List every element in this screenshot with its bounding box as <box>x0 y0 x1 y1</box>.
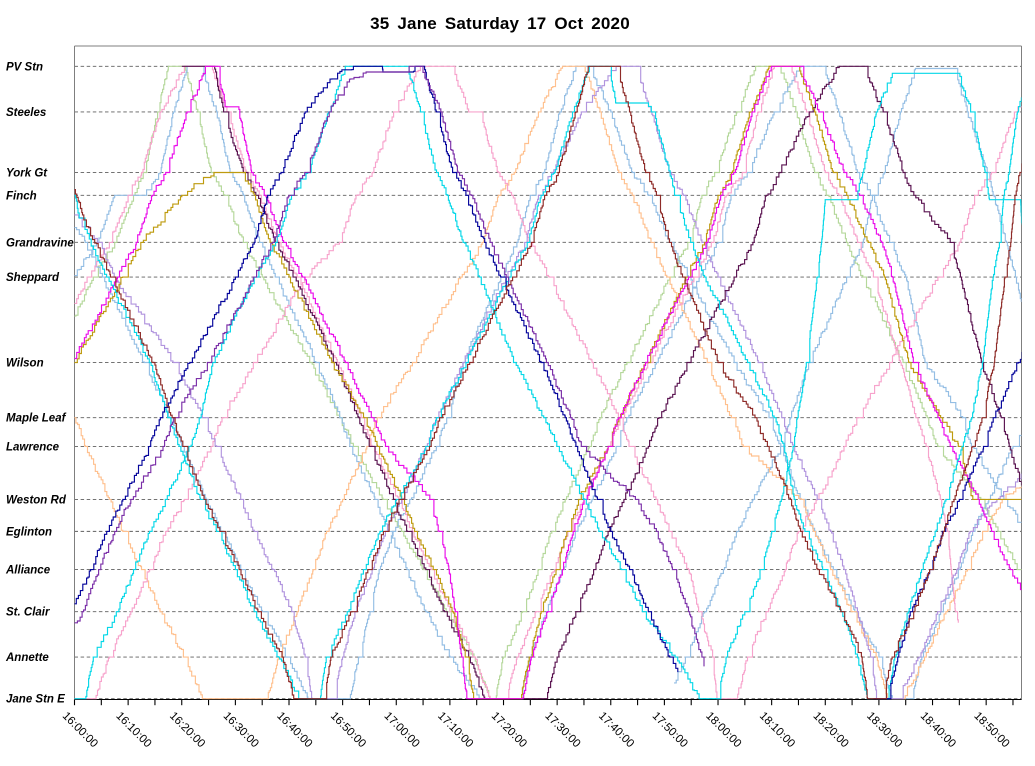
station-label: Jane Stn E <box>6 694 65 706</box>
station-label: Maple Leaf <box>6 413 67 425</box>
x-tick-label-group: 18:50:00 <box>971 710 1011 750</box>
x-tick-label-group: 17:50:00 <box>650 710 690 750</box>
station-label: Finch <box>6 190 37 202</box>
x-tick-label-group: 16:40:00 <box>274 710 314 750</box>
x-tick-label: 17:30:00 <box>542 710 582 750</box>
station-label: Grandravine <box>6 237 74 249</box>
series-bus-skyblue-1 <box>74 65 1022 700</box>
x-tick-label: 18:20:00 <box>810 710 850 750</box>
series-bus-cyan-2 <box>74 65 1022 700</box>
station-label: St. Clair <box>6 607 50 619</box>
station-label: Eglinton <box>6 526 52 538</box>
series-bus-skyblue-2 <box>74 65 1022 700</box>
x-tick-label-group: 16:20:00 <box>167 710 207 750</box>
x-tick-label-group: 18:30:00 <box>864 710 904 750</box>
series-bus-purple <box>74 65 705 667</box>
x-tick-label-group: 17:20:00 <box>489 710 529 750</box>
x-tick-label-group: 18:10:00 <box>757 710 797 750</box>
x-tick-label: 17:50:00 <box>650 710 690 750</box>
x-tick-label-group: 17:10:00 <box>435 710 475 750</box>
x-tick-label-group: 18:40:00 <box>918 710 958 750</box>
series-bus-cyan-1 <box>74 65 1022 700</box>
series-bus-pink-2 <box>74 65 959 700</box>
x-tick-label-group: 18:00:00 <box>703 710 743 750</box>
x-tick-label: 17:00:00 <box>381 710 421 750</box>
series-bus-peach <box>74 65 1022 700</box>
x-tick-label-group: 17:40:00 <box>596 710 636 750</box>
x-tick-label-group: 16:50:00 <box>328 710 368 750</box>
x-tick-label: 16:30:00 <box>221 710 261 750</box>
x-tick-label: 18:50:00 <box>971 710 1011 750</box>
station-label: Steeles <box>6 107 46 119</box>
series-group <box>74 65 1022 700</box>
series-bus-darkpurple <box>181 65 1022 700</box>
x-tick-label-group: 17:30:00 <box>542 710 582 750</box>
station-label: York Gt <box>6 167 48 179</box>
series-bus-skyblue-3 <box>674 67 1022 684</box>
station-label: Lawrence <box>6 441 60 453</box>
x-tick-label-group: 16:10:00 <box>113 710 153 750</box>
series-bus-magenta <box>74 65 1022 700</box>
station-label: Wilson <box>6 358 44 370</box>
series-bus-navy-2 <box>873 352 1022 700</box>
station-label: Annette <box>5 652 49 664</box>
x-tick-label: 17:40:00 <box>596 710 636 750</box>
chart-title: 35 Jane Saturday 17 Oct 2020 <box>370 14 630 33</box>
x-tick-label-group: 16:00:00 <box>60 710 100 750</box>
series-bus-olive <box>74 65 1022 700</box>
series-bus-palegreen <box>74 65 1022 700</box>
x-tick-label: 18:30:00 <box>864 710 904 750</box>
x-tick-label-group: 17:00:00 <box>381 710 421 750</box>
station-label: Weston Rd <box>6 494 67 506</box>
x-tick-label: 16:10:00 <box>113 710 153 750</box>
x-tick-label-group: 18:20:00 <box>810 710 850 750</box>
x-tick-label: 17:10:00 <box>435 710 475 750</box>
station-label: PV Stn <box>6 61 43 73</box>
series-bus-navy-1 <box>74 65 679 673</box>
series-bus-maroon <box>74 65 1022 700</box>
x-tick-label: 18:10:00 <box>757 710 797 750</box>
x-tick-label-group: 16:30:00 <box>221 710 261 750</box>
x-tick-label: 16:50:00 <box>328 710 368 750</box>
station-label: Alliance <box>5 565 51 577</box>
series-bus-pink-1 <box>74 65 1022 700</box>
series-bus-violet <box>74 65 1022 700</box>
x-tick-label: 18:40:00 <box>918 710 958 750</box>
station-label: Sheppard <box>6 272 60 284</box>
x-tick-label: 17:20:00 <box>489 710 529 750</box>
x-tick-label: 18:00:00 <box>703 710 743 750</box>
x-tick-label: 16:20:00 <box>167 710 207 750</box>
x-tick-label: 16:40:00 <box>274 710 314 750</box>
x-tick-label: 16:00:00 <box>60 710 100 750</box>
